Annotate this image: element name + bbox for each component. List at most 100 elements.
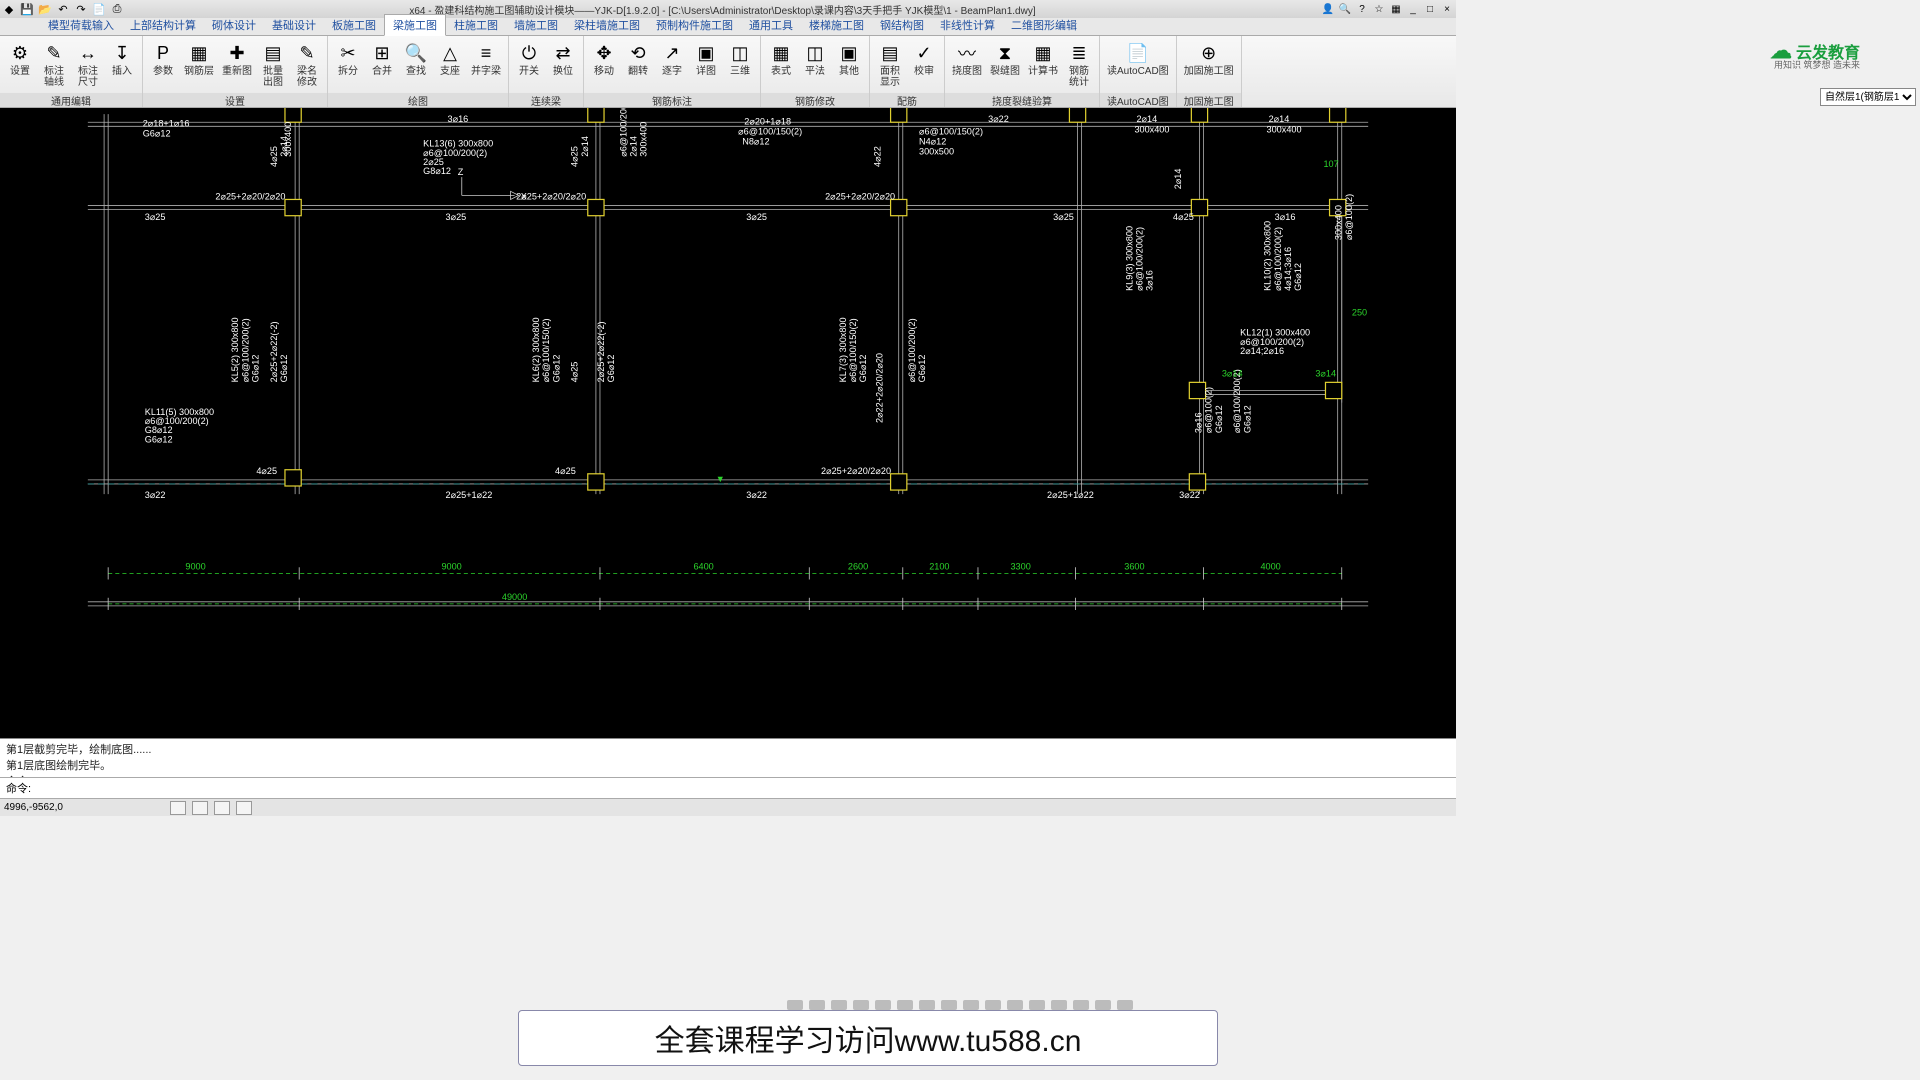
group-label: 绘图 [328, 93, 508, 107]
ribbon-tool[interactable]: ✚重新图 [219, 38, 255, 79]
qat-app-icon[interactable]: ◆ [2, 2, 16, 16]
menu-tab[interactable]: 上部结构计算 [122, 15, 204, 35]
maximize-icon[interactable]: □ [1423, 2, 1437, 16]
ribbon-group: P参数▦钢筋层✚重新图▤批量出图✎梁名修改设置 [143, 36, 328, 107]
qat-redo-icon[interactable]: ↷ [74, 2, 88, 16]
qat-undo-icon[interactable]: ↶ [56, 2, 70, 16]
ribbon-tool[interactable]: ▣详图 [690, 38, 722, 79]
menu-tab[interactable]: 梁柱墙施工图 [566, 15, 648, 35]
ribbon-tool[interactable]: 📄读AutoCAD图 [1104, 38, 1172, 79]
svg-text:2⌀20+1⌀18: 2⌀20+1⌀18 [744, 116, 791, 126]
drawing-svg[interactable]: ZX2⌀18+1⌀16G6⌀123⌀162⌀20+1⌀18⌀6@100/150(… [0, 108, 1456, 738]
menu-tab[interactable]: 非线性计算 [932, 15, 1003, 35]
osnap-button[interactable] [236, 801, 252, 815]
ribbon-tool[interactable]: ✓校审 [908, 38, 940, 79]
ribbon-tool[interactable]: ≡并字梁 [468, 38, 504, 79]
grid-icon[interactable]: ▦ [1389, 2, 1403, 16]
svg-text:G6⌀12: G6⌀12 [1242, 405, 1252, 433]
ribbon-tool[interactable]: △支座 [434, 38, 466, 79]
ribbon-tool[interactable]: ⇄换位 [547, 38, 579, 79]
tool-label: 换位 [553, 66, 573, 77]
ribbon-tool[interactable]: ▤批量出图 [257, 38, 289, 90]
menu-tab[interactable]: 柱施工图 [446, 15, 506, 35]
command-area: 第1层截剪完毕，绘制底图......第1层底图绘制完毕。命令:dtlrc_ope… [0, 738, 1456, 798]
svg-text:3⌀22: 3⌀22 [1179, 490, 1200, 500]
group-label: 设置 [143, 93, 327, 107]
command-input[interactable]: 命令: [0, 777, 1456, 798]
search-icon[interactable]: 🔍 [1338, 2, 1352, 16]
ribbon-tool[interactable]: ⏻开关 [513, 38, 545, 79]
ribbon-tool[interactable]: ≣钢筋统计 [1063, 38, 1095, 90]
ortho-button[interactable] [214, 801, 230, 815]
ribbon-tool[interactable]: ⟲翻转 [622, 38, 654, 79]
ribbon-tool[interactable]: 〰挠度图 [949, 38, 985, 79]
drawing-canvas[interactable]: ZX2⌀18+1⌀16G6⌀123⌀162⌀20+1⌀18⌀6@100/150(… [0, 108, 1456, 738]
svg-text:G6⌀12: G6⌀12 [1214, 405, 1224, 433]
ribbon-tool[interactable]: ⊕加固施工图 [1181, 38, 1237, 79]
tool-icon: ✎ [41, 40, 67, 66]
svg-text:49000: 49000 [502, 592, 527, 602]
ribbon-tool[interactable]: ↧插入 [106, 38, 138, 79]
tool-label: 开关 [519, 66, 539, 77]
ribbon-tool[interactable]: ▣其他 [833, 38, 865, 79]
qat-print-icon[interactable]: ⎙ [110, 2, 124, 16]
svg-text:2600: 2600 [848, 561, 868, 571]
menu-tab[interactable]: 二维图形编辑 [1003, 15, 1085, 35]
ribbon-tool[interactable]: P参数 [147, 38, 179, 79]
ribbon-tool[interactable]: ↗逐字 [656, 38, 688, 79]
menu-tab[interactable]: 梁施工图 [384, 14, 446, 36]
tool-icon: ⊕ [1196, 40, 1222, 66]
ribbon-tool[interactable]: ✥移动 [588, 38, 620, 79]
svg-text:⌀6@100/150(2): ⌀6@100/150(2) [848, 318, 858, 382]
layer-selector[interactable]: 自然层1(钢筋层1) [1820, 88, 1916, 106]
tool-icon: ◫ [802, 40, 828, 66]
svg-text:9000: 9000 [441, 561, 461, 571]
menu-tab[interactable]: 砌体设计 [204, 15, 264, 35]
svg-text:2⌀14: 2⌀14 [1173, 169, 1183, 190]
qat-open-icon[interactable]: 📂 [38, 2, 52, 16]
tool-label: 其他 [839, 66, 859, 77]
tool-icon: ≣ [1066, 40, 1092, 66]
ribbon-tool[interactable]: ▤面积显示 [874, 38, 906, 90]
qat-new-icon[interactable]: 📄 [92, 2, 106, 16]
menu-tab[interactable]: 预制构件施工图 [648, 15, 741, 35]
ribbon-tool[interactable]: ◫平法 [799, 38, 831, 79]
ribbon-tool[interactable]: ⧗裂缝图 [987, 38, 1023, 79]
ribbon-tool[interactable]: ▦表式 [765, 38, 797, 79]
user-icon[interactable]: 👤 [1321, 2, 1335, 16]
star-icon[interactable]: ☆ [1372, 2, 1386, 16]
tool-label: 逐字 [662, 66, 682, 77]
ribbon-tool[interactable]: ⊞合并 [366, 38, 398, 79]
menu-tab[interactable]: 模型荷载输入 [40, 15, 122, 35]
group-label: 读AutoCAD图 [1100, 93, 1176, 107]
ribbon-tool[interactable]: ◫三维 [724, 38, 756, 79]
help-icon[interactable]: ? [1355, 2, 1369, 16]
svg-text:3⌀14: 3⌀14 [1315, 368, 1336, 378]
ribbon-tool[interactable]: ✂拆分 [332, 38, 364, 79]
menu-tab[interactable]: 基础设计 [264, 15, 324, 35]
svg-text:300x400: 300x400 [1134, 124, 1169, 134]
snap-button[interactable] [170, 801, 186, 815]
menu-tab[interactable]: 墙施工图 [506, 15, 566, 35]
menu-tab[interactable]: 通用工具 [741, 15, 801, 35]
ribbon-tool[interactable]: ⚙设置 [4, 38, 36, 79]
ribbon-tool[interactable]: ↔标注尺寸 [72, 38, 104, 90]
svg-text:⌀6@100/200(2): ⌀6@100/200(2) [618, 108, 628, 157]
grid-button[interactable] [192, 801, 208, 815]
ribbon-tool[interactable]: ▦钢筋层 [181, 38, 217, 79]
menu-tab[interactable]: 楼梯施工图 [801, 15, 872, 35]
svg-text:3⌀25: 3⌀25 [746, 212, 767, 222]
tool-icon: ✂ [335, 40, 361, 66]
menu-tab[interactable]: 钢结构图 [872, 15, 932, 35]
ribbon-tool[interactable]: ▦计算书 [1025, 38, 1061, 79]
ribbon-tool[interactable]: 🔍查找 [400, 38, 432, 79]
tool-icon: ✎ [294, 40, 320, 66]
ribbon-tool[interactable]: ✎标注轴线 [38, 38, 70, 90]
ribbon-tool[interactable]: ✎梁名修改 [291, 38, 323, 90]
menu-tab[interactable]: 板施工图 [324, 15, 384, 35]
svg-text:⌀6@100/200(2): ⌀6@100/200(2) [1232, 369, 1242, 433]
minimize-icon[interactable]: _ [1406, 2, 1420, 16]
qat-save-icon[interactable]: 💾 [20, 2, 34, 16]
tool-label: 设置 [10, 66, 30, 77]
close-icon[interactable]: × [1440, 2, 1454, 16]
